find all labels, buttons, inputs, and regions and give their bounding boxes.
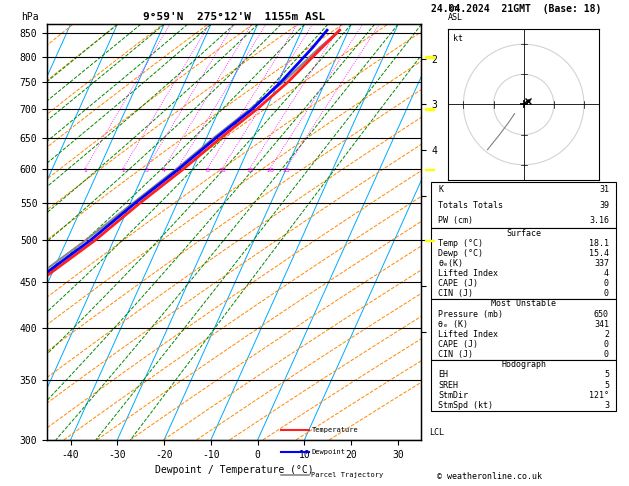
Text: CIN (J): CIN (J) (438, 350, 473, 359)
X-axis label: Dewpoint / Temperature (°C): Dewpoint / Temperature (°C) (155, 465, 314, 475)
Text: 0: 0 (604, 350, 609, 359)
Text: Lifted Index: Lifted Index (438, 330, 498, 339)
Text: Temperature: Temperature (311, 427, 359, 433)
Text: 3: 3 (604, 401, 609, 410)
Text: Dewp (°C): Dewp (°C) (438, 249, 483, 258)
Text: SREH: SREH (438, 381, 459, 390)
Text: 5: 5 (604, 381, 609, 390)
Text: Pressure (mb): Pressure (mb) (438, 310, 503, 319)
Text: CAPE (J): CAPE (J) (438, 279, 478, 288)
Text: 15: 15 (246, 168, 253, 173)
Text: LCL: LCL (429, 428, 444, 436)
Text: PW (cm): PW (cm) (438, 216, 473, 225)
Title: 9°59'N  275°12'W  1155m ASL: 9°59'N 275°12'W 1155m ASL (143, 12, 325, 22)
Text: 5: 5 (604, 370, 609, 380)
Text: CIN (J): CIN (J) (438, 289, 473, 298)
Text: Parcel Trajectory: Parcel Trajectory (311, 472, 384, 478)
Text: StmSpd (kt): StmSpd (kt) (438, 401, 493, 410)
Text: StmDir: StmDir (438, 391, 468, 400)
Text: 3: 3 (145, 168, 148, 173)
Text: EH: EH (438, 370, 448, 380)
Text: 15.4: 15.4 (589, 249, 609, 258)
Text: 24.04.2024  21GMT  (Base: 18): 24.04.2024 21GMT (Base: 18) (431, 4, 601, 14)
Text: θₑ(K): θₑ(K) (438, 259, 464, 268)
Text: 4: 4 (604, 269, 609, 278)
Text: 121°: 121° (589, 391, 609, 400)
Text: 1: 1 (84, 168, 87, 173)
Text: km
ASL: km ASL (448, 4, 462, 22)
Text: CAPE (J): CAPE (J) (438, 340, 478, 349)
Text: Temp (°C): Temp (°C) (438, 239, 483, 248)
Text: Hodograph: Hodograph (501, 360, 546, 369)
Text: 39: 39 (599, 201, 609, 210)
Text: Surface: Surface (506, 229, 541, 238)
Text: 337: 337 (594, 259, 609, 268)
Text: 5: 5 (175, 168, 179, 173)
Text: 0: 0 (604, 279, 609, 288)
Text: Most Unstable: Most Unstable (491, 299, 556, 309)
Text: 10: 10 (218, 168, 226, 173)
Text: hPa: hPa (21, 12, 38, 22)
Text: 2: 2 (121, 168, 125, 173)
Text: θₑ (K): θₑ (K) (438, 320, 468, 329)
Text: 650: 650 (594, 310, 609, 319)
Text: Mixing Ratio (g/kg): Mixing Ratio (g/kg) (435, 209, 443, 297)
Text: Dewpoint: Dewpoint (311, 450, 345, 455)
Text: K: K (438, 186, 443, 194)
Text: 341: 341 (594, 320, 609, 329)
Text: © weatheronline.co.uk: © weatheronline.co.uk (437, 472, 542, 481)
Text: 25: 25 (282, 168, 290, 173)
Text: Totals Totals: Totals Totals (438, 201, 503, 210)
Text: 0: 0 (604, 340, 609, 349)
Text: 3.16: 3.16 (589, 216, 609, 225)
Text: kt: kt (453, 34, 463, 43)
Text: 8: 8 (206, 168, 209, 173)
Text: Lifted Index: Lifted Index (438, 269, 498, 278)
Text: 18.1: 18.1 (589, 239, 609, 248)
Text: 20: 20 (266, 168, 274, 173)
Text: 31: 31 (599, 186, 609, 194)
Text: 4: 4 (162, 168, 166, 173)
Text: 2: 2 (604, 330, 609, 339)
Text: 0: 0 (604, 289, 609, 298)
